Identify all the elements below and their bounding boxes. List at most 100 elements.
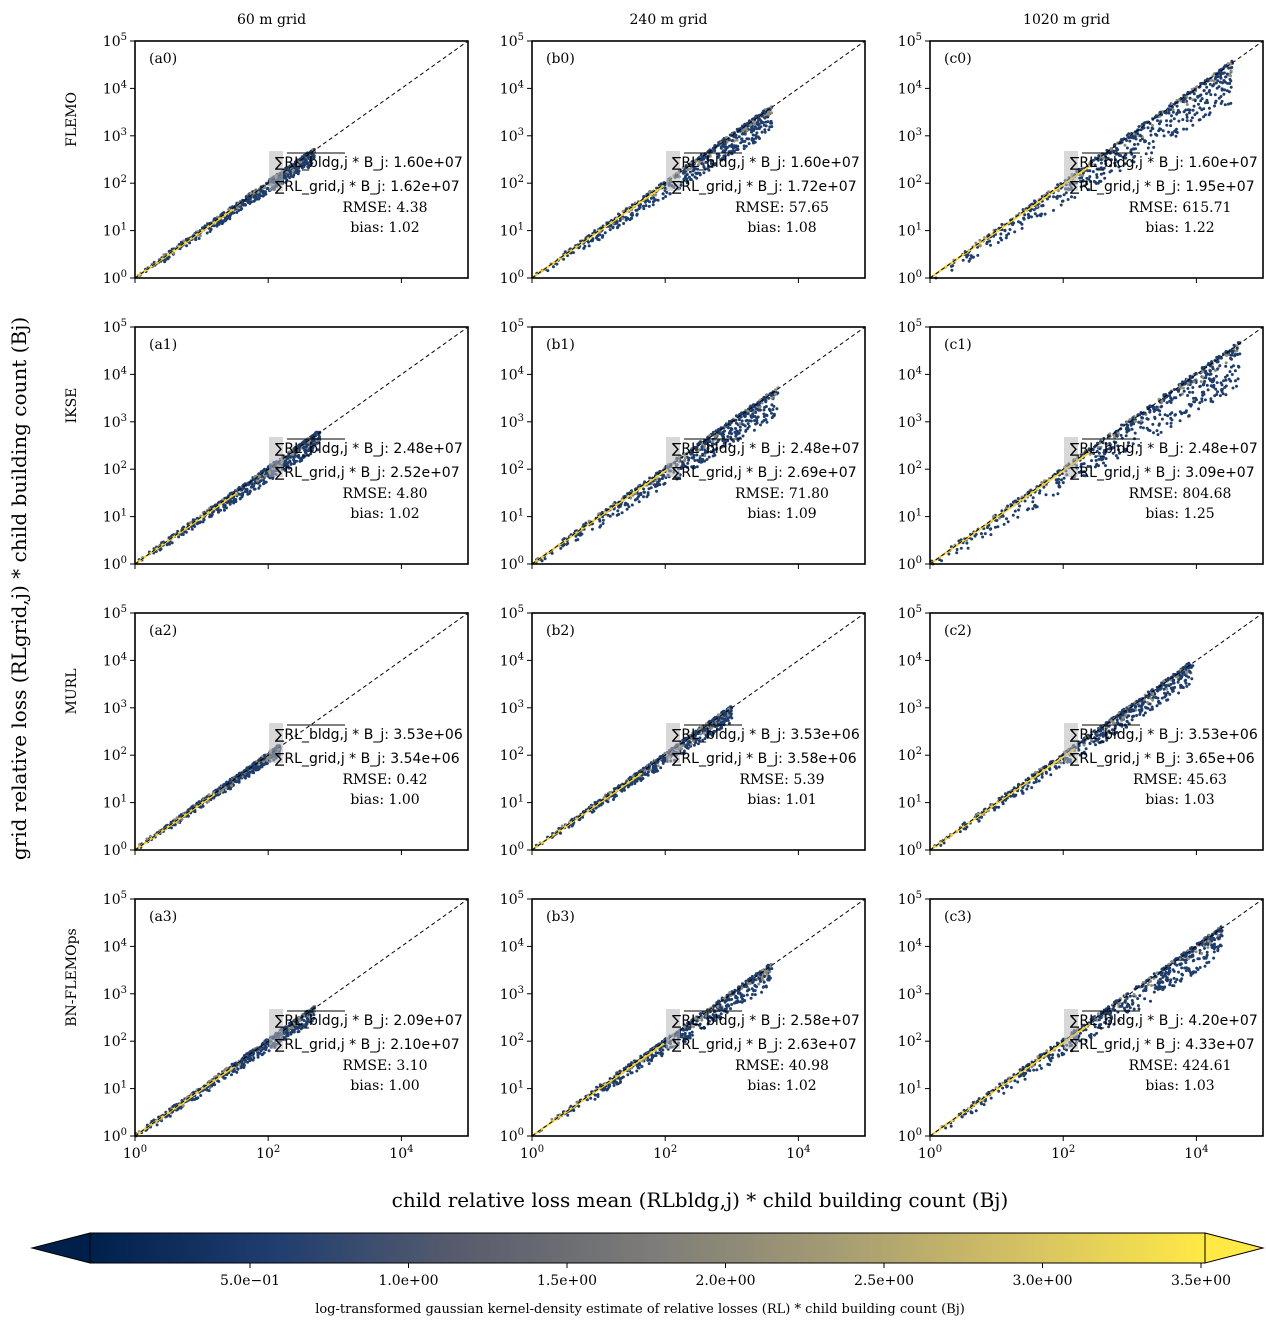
data-point — [660, 477, 664, 481]
data-point — [611, 226, 615, 230]
data-point — [774, 388, 778, 392]
data-point — [574, 538, 578, 542]
data-point — [730, 139, 734, 143]
data-point — [1149, 129, 1153, 133]
data-point — [1031, 500, 1035, 504]
data-point — [232, 501, 236, 505]
data-point — [1189, 379, 1193, 383]
data-point — [158, 548, 162, 552]
data-point — [770, 111, 773, 115]
data-point — [629, 213, 633, 217]
data-point — [222, 508, 226, 512]
y-tick-label: 102 — [898, 460, 922, 478]
data-point — [1028, 209, 1032, 213]
data-point — [246, 201, 250, 204]
data-point — [257, 767, 261, 771]
data-point — [599, 524, 603, 528]
data-point — [1214, 81, 1218, 85]
data-point — [721, 431, 725, 434]
data-point — [755, 417, 759, 420]
data-point — [1026, 212, 1030, 216]
y-tick-label: 100 — [500, 555, 524, 573]
data-point — [659, 182, 663, 186]
y-tick-label: 105 — [898, 318, 922, 336]
data-point — [616, 225, 620, 229]
data-point — [289, 174, 293, 178]
data-point — [565, 542, 568, 546]
data-point — [1061, 199, 1065, 203]
data-point — [1205, 85, 1209, 89]
data-point — [1185, 115, 1189, 119]
data-point — [257, 472, 261, 476]
data-point — [965, 541, 969, 545]
data-point — [753, 120, 756, 124]
data-point — [206, 222, 210, 226]
y-tick-label: 102 — [500, 174, 524, 192]
data-point — [1134, 137, 1138, 141]
data-point — [193, 525, 197, 528]
data-point — [1158, 413, 1162, 417]
data-point — [999, 232, 1003, 236]
data-point — [949, 264, 953, 268]
stat-sum-bldg: ∑RL_bldg,j * B_j: 1.60e+07 — [672, 155, 860, 171]
y-tick-label: 104 — [103, 365, 127, 383]
data-point — [1061, 481, 1065, 485]
data-point — [1031, 507, 1035, 511]
data-point — [1205, 383, 1209, 387]
y-tick-label: 100 — [500, 269, 524, 287]
data-point — [1113, 143, 1117, 146]
data-point — [252, 195, 256, 198]
data-point — [968, 257, 972, 261]
data-point — [1222, 71, 1226, 75]
data-point — [746, 422, 750, 426]
data-point — [1169, 119, 1173, 123]
data-point — [685, 173, 689, 177]
data-point — [661, 192, 665, 196]
data-point — [1159, 127, 1163, 131]
data-point — [240, 771, 244, 775]
data-point — [1198, 94, 1202, 98]
data-point — [1185, 127, 1189, 131]
data-point — [1214, 387, 1218, 391]
data-point — [1100, 458, 1104, 462]
data-point — [1167, 130, 1171, 134]
data-point — [768, 409, 772, 413]
data-point — [768, 125, 772, 129]
data-point — [589, 239, 593, 243]
y-tick-label: 103 — [103, 413, 127, 431]
data-point — [1193, 98, 1197, 102]
data-point — [1206, 388, 1210, 392]
data-point — [202, 517, 206, 521]
data-point — [292, 458, 296, 462]
data-point — [1126, 427, 1130, 430]
data-point — [256, 479, 259, 483]
data-point — [248, 489, 252, 493]
data-point — [1139, 425, 1143, 429]
data-point — [743, 139, 747, 143]
data-point — [259, 479, 263, 483]
data-point — [743, 122, 747, 126]
data-point — [1147, 142, 1151, 145]
data-point — [166, 256, 170, 260]
data-point — [1088, 175, 1092, 179]
data-point — [947, 552, 951, 556]
data-point — [1146, 126, 1150, 130]
data-point — [993, 525, 997, 529]
data-point — [1159, 430, 1163, 434]
data-point — [253, 487, 257, 491]
data-point — [1193, 400, 1197, 404]
data-point — [764, 398, 768, 402]
panel-id: (b0) — [546, 51, 575, 67]
data-point — [228, 502, 232, 506]
data-point — [731, 149, 735, 153]
data-point — [1146, 428, 1150, 432]
data-point — [1097, 457, 1101, 461]
data-point — [658, 477, 662, 481]
data-point — [235, 211, 239, 214]
data-point — [758, 405, 762, 409]
data-point — [1227, 377, 1231, 381]
data-point — [1205, 98, 1209, 102]
data-point — [1136, 132, 1140, 136]
data-point — [719, 146, 723, 150]
